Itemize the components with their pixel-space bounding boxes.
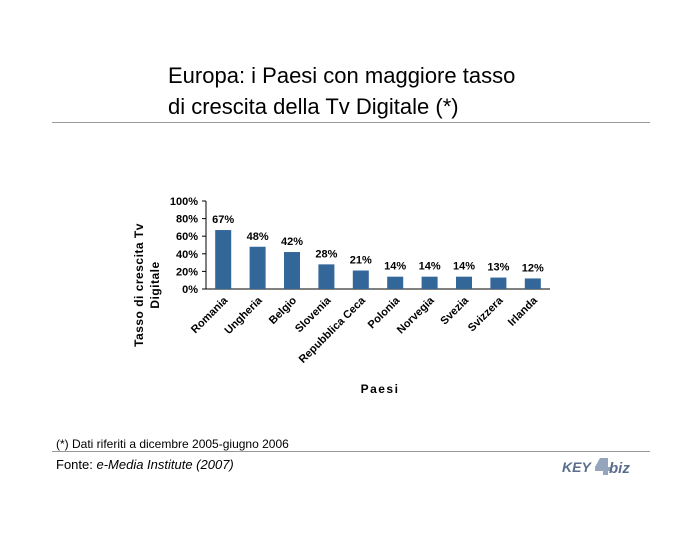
- y-tick-label: 20%: [176, 266, 198, 278]
- title-line-2: di crescita della Tv Digitale (*): [168, 94, 459, 119]
- x-tick-label: Irlanda: [506, 294, 541, 329]
- y-tick-label: 40%: [176, 249, 198, 261]
- data-label: 48%: [247, 231, 269, 243]
- y-axis-title-line-2: Digitale: [148, 261, 162, 309]
- data-label: 12%: [522, 262, 544, 274]
- source-prefix: Fonte:: [56, 457, 97, 472]
- y-tick-label: 0%: [182, 284, 198, 296]
- data-label: 14%: [419, 261, 441, 273]
- footnote: (*) Dati riferiti a dicembre 2005-giugno…: [56, 437, 289, 451]
- bar: [456, 276, 472, 289]
- footer-divider: [52, 451, 650, 452]
- bar: [284, 252, 300, 289]
- data-label: 67%: [212, 214, 234, 226]
- bar: [490, 277, 507, 289]
- data-label: 42%: [281, 236, 303, 248]
- x-tick-label: Ungheria: [223, 294, 266, 337]
- y-tick-label: 60%: [176, 231, 198, 243]
- logo-4-mark-icon: [595, 458, 611, 475]
- x-axis-title: Paesi: [360, 382, 400, 396]
- x-tick-label: Svizzera: [466, 294, 506, 334]
- title-line-1: Europa: i Paesi con maggiore tasso: [168, 63, 516, 88]
- data-label: 14%: [453, 261, 475, 273]
- bar: [215, 230, 232, 289]
- title-divider: [52, 122, 650, 123]
- y-tick-label: 80%: [176, 214, 198, 226]
- x-tick-label: Repubblica Ceca: [297, 294, 369, 366]
- bar: [421, 276, 438, 289]
- logo-text-right: biz: [609, 460, 630, 477]
- data-label: 28%: [315, 248, 337, 260]
- bar: [524, 278, 541, 289]
- bar: [249, 246, 266, 289]
- x-tick-label: Norvegia: [395, 294, 437, 336]
- bar: [352, 270, 369, 289]
- slide-title: Europa: i Paesi con maggiore tasso di cr…: [168, 60, 648, 122]
- y-axis-title-line-1: Tasso di crescita Tv: [132, 223, 146, 347]
- bar: [387, 276, 404, 289]
- bar: [318, 264, 335, 289]
- source-name: e-Media Institute (2007): [96, 457, 234, 472]
- key4biz-logo: KEY biz: [562, 458, 630, 477]
- x-tick-label: Belgio: [267, 294, 299, 326]
- data-label: 14%: [384, 261, 406, 273]
- source-line: Fonte: e-Media Institute (2007): [56, 457, 234, 472]
- data-label: 13%: [487, 262, 509, 274]
- y-tick-label: 100%: [170, 196, 198, 208]
- x-tick-label: Svezia: [438, 294, 471, 327]
- bar-chart: 0%20%40%60%80%100%67%Romania48%Ungheria4…: [170, 196, 550, 366]
- data-label: 21%: [350, 255, 372, 267]
- logo-text-left: KEY: [562, 459, 592, 475]
